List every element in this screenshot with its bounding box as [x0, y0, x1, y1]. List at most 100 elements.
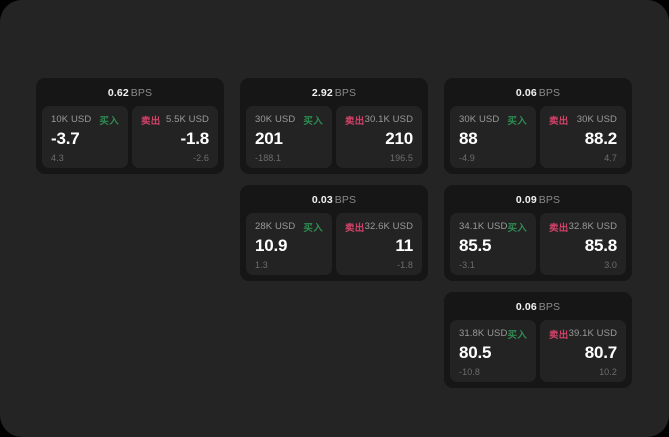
buy-price: 85.5	[459, 236, 492, 255]
bps-unit-label: BPS	[538, 194, 561, 206]
buy-delta: 4.3	[51, 153, 64, 163]
side-header: 卖出 30.1K USD	[345, 113, 414, 127]
sell-delta: 196.5	[389, 153, 413, 163]
sell-quantity: 30.1K USD	[364, 114, 414, 125]
card-header: 2.92 BPS	[246, 84, 422, 102]
sell-quantity: 5.5K USD	[165, 114, 209, 125]
buy-quantity: 34.1K USD	[459, 221, 508, 232]
side-header: 30K USD 买入	[459, 113, 527, 127]
bps-value: 0.09	[515, 194, 537, 206]
buy-quantity: 28K USD	[255, 221, 296, 232]
sell-action-label[interactable]: 卖出	[345, 115, 365, 127]
buy-quantity: 30K USD	[255, 114, 296, 125]
sell-price: 88.2	[584, 129, 617, 148]
sell-side-panel[interactable]: 卖出 5.5K USD -1.8 -2.6	[132, 106, 218, 168]
sell-side-panel[interactable]: 卖出 30.1K USD 210 196.5	[336, 106, 422, 168]
bps-value: 0.62	[107, 87, 129, 99]
sell-side-panel[interactable]: 卖出 32.8K USD 85.8 3.0	[540, 213, 626, 275]
buy-side-panel[interactable]: 10K USD 买入 -3.7 4.3	[42, 106, 128, 168]
sell-action-label[interactable]: 卖出	[549, 115, 569, 127]
buy-price: 201	[255, 129, 283, 148]
buy-side-panel[interactable]: 28K USD 买入 10.9 1.3	[246, 213, 332, 275]
sell-quantity: 39.1K USD	[568, 328, 618, 339]
sell-side-panel[interactable]: 卖出 32.6K USD 11 -1.8	[336, 213, 422, 275]
card-body: 31.8K USD 买入 80.5 -10.8 卖出 39.1K USD 80.7 10.2	[450, 320, 626, 382]
sell-price: 11	[395, 236, 413, 255]
quote-card[interactable]: 2.92 BPS 30K USD 买入 201 -188.1 卖出 30.1K USD 210 1…	[240, 78, 428, 174]
card-header: 0.06 BPS	[450, 298, 626, 316]
buy-side-panel[interactable]: 30K USD 买入 201 -188.1	[246, 106, 332, 168]
buy-price: 80.5	[459, 343, 492, 362]
buy-action-label[interactable]: 买入	[507, 222, 528, 234]
bps-value: 0.06	[515, 301, 537, 313]
buy-quantity: 31.8K USD	[459, 328, 508, 339]
bps-value: 0.03	[311, 194, 333, 206]
buy-delta: -10.8	[459, 367, 481, 377]
card-body: 10K USD 买入 -3.7 4.3 卖出 5.5K USD -1.8 -2.6	[42, 106, 218, 168]
sell-delta: 4.7	[604, 153, 617, 163]
buy-action-label[interactable]: 买入	[507, 329, 528, 341]
sell-quantity: 30K USD	[576, 114, 617, 125]
quote-card[interactable]: 0.06 BPS 30K USD 买入 88 -4.9 卖出 30K USD 88.2 4.7	[444, 78, 632, 174]
card-body: 34.1K USD 买入 85.5 -3.1 卖出 32.8K USD 85.8 3.0	[450, 213, 626, 275]
sell-price: 80.7	[584, 343, 617, 362]
side-header: 卖出 32.8K USD	[549, 220, 618, 234]
buy-delta: -188.1	[255, 153, 282, 163]
column-1: 0.62 BPS 10K USD 买入 -3.7 4.3 卖出 5.5K USD -1.8 -2.…	[36, 78, 224, 185]
side-header: 卖出 39.1K USD	[549, 327, 618, 341]
sell-side-panel[interactable]: 卖出 39.1K USD 80.7 10.2	[540, 320, 626, 382]
sell-action-label[interactable]: 卖出	[549, 329, 569, 341]
buy-delta: 1.3	[255, 260, 268, 270]
quote-card[interactable]: 0.62 BPS 10K USD 买入 -3.7 4.3 卖出 5.5K USD -1.8 -2.…	[36, 78, 224, 174]
buy-price: 10.9	[255, 236, 288, 255]
quote-card[interactable]: 0.03 BPS 28K USD 买入 10.9 1.3 卖出 32.6K USD 11 -1.8	[240, 185, 428, 281]
buy-delta: -3.1	[459, 260, 475, 270]
bps-unit-label: BPS	[334, 194, 357, 206]
sell-delta: 3.0	[604, 260, 617, 270]
buy-side-panel[interactable]: 34.1K USD 买入 85.5 -3.1	[450, 213, 536, 275]
buy-action-label[interactable]: 买入	[303, 115, 323, 127]
side-header: 卖出 32.6K USD	[345, 220, 413, 234]
buy-action-label[interactable]: 买入	[99, 115, 119, 127]
bps-value: 0.06	[515, 87, 537, 99]
side-header: 34.1K USD 买入	[459, 220, 528, 234]
buy-action-label[interactable]: 买入	[303, 222, 323, 234]
card-header: 0.03 BPS	[246, 191, 422, 209]
buy-action-label[interactable]: 买入	[507, 115, 527, 127]
sell-action-label[interactable]: 卖出	[141, 115, 161, 127]
buy-delta: -4.9	[459, 153, 475, 163]
card-body: 28K USD 买入 10.9 1.3 卖出 32.6K USD 11 -1.8	[246, 213, 422, 275]
side-header: 31.8K USD 买入	[459, 327, 528, 341]
card-body: 30K USD 买入 88 -4.9 卖出 30K USD 88.2 4.7	[450, 106, 626, 168]
bps-unit-label: BPS	[130, 87, 153, 99]
quote-card[interactable]: 0.09 BPS 34.1K USD 买入 85.5 -3.1 卖出 32.8K USD 85.…	[444, 185, 632, 281]
sell-quantity: 32.8K USD	[568, 221, 618, 232]
bps-unit-label: BPS	[334, 87, 357, 99]
buy-side-panel[interactable]: 31.8K USD 买入 80.5 -10.8	[450, 320, 536, 382]
sell-side-panel[interactable]: 卖出 30K USD 88.2 4.7	[540, 106, 626, 168]
sell-price: -1.8	[180, 129, 210, 148]
bps-value: 2.92	[311, 87, 333, 99]
column-3: 0.06 BPS 30K USD 买入 88 -4.9 卖出 30K USD 88.2 4.7 0.…	[444, 78, 632, 399]
quote-card[interactable]: 0.06 BPS 31.8K USD 买入 80.5 -10.8 卖出 39.1K USD 80…	[444, 292, 632, 388]
side-header: 10K USD 买入	[51, 113, 119, 127]
sell-price: 85.8	[584, 236, 617, 255]
card-body: 30K USD 买入 201 -188.1 卖出 30.1K USD 210 196.5	[246, 106, 422, 168]
bps-unit-label: BPS	[538, 301, 561, 313]
buy-quantity: 30K USD	[459, 114, 500, 125]
sell-price: 210	[385, 129, 413, 148]
sell-delta: -2.6	[193, 153, 209, 163]
sell-action-label[interactable]: 卖出	[345, 222, 365, 234]
card-header: 0.06 BPS	[450, 84, 626, 102]
quote-board: 0.62 BPS 10K USD 买入 -3.7 4.3 卖出 5.5K USD -1.8 -2.…	[36, 78, 633, 388]
buy-side-panel[interactable]: 30K USD 买入 88 -4.9	[450, 106, 536, 168]
column-2: 2.92 BPS 30K USD 买入 201 -188.1 卖出 30.1K USD 210 1…	[240, 78, 428, 292]
buy-quantity: 10K USD	[51, 114, 92, 125]
sell-delta: 10.2	[599, 367, 617, 377]
buy-price: 88	[459, 129, 478, 148]
bps-unit-label: BPS	[538, 87, 561, 99]
sell-action-label[interactable]: 卖出	[549, 222, 569, 234]
side-header: 30K USD 买入	[255, 113, 323, 127]
sell-delta: -1.8	[397, 260, 413, 270]
